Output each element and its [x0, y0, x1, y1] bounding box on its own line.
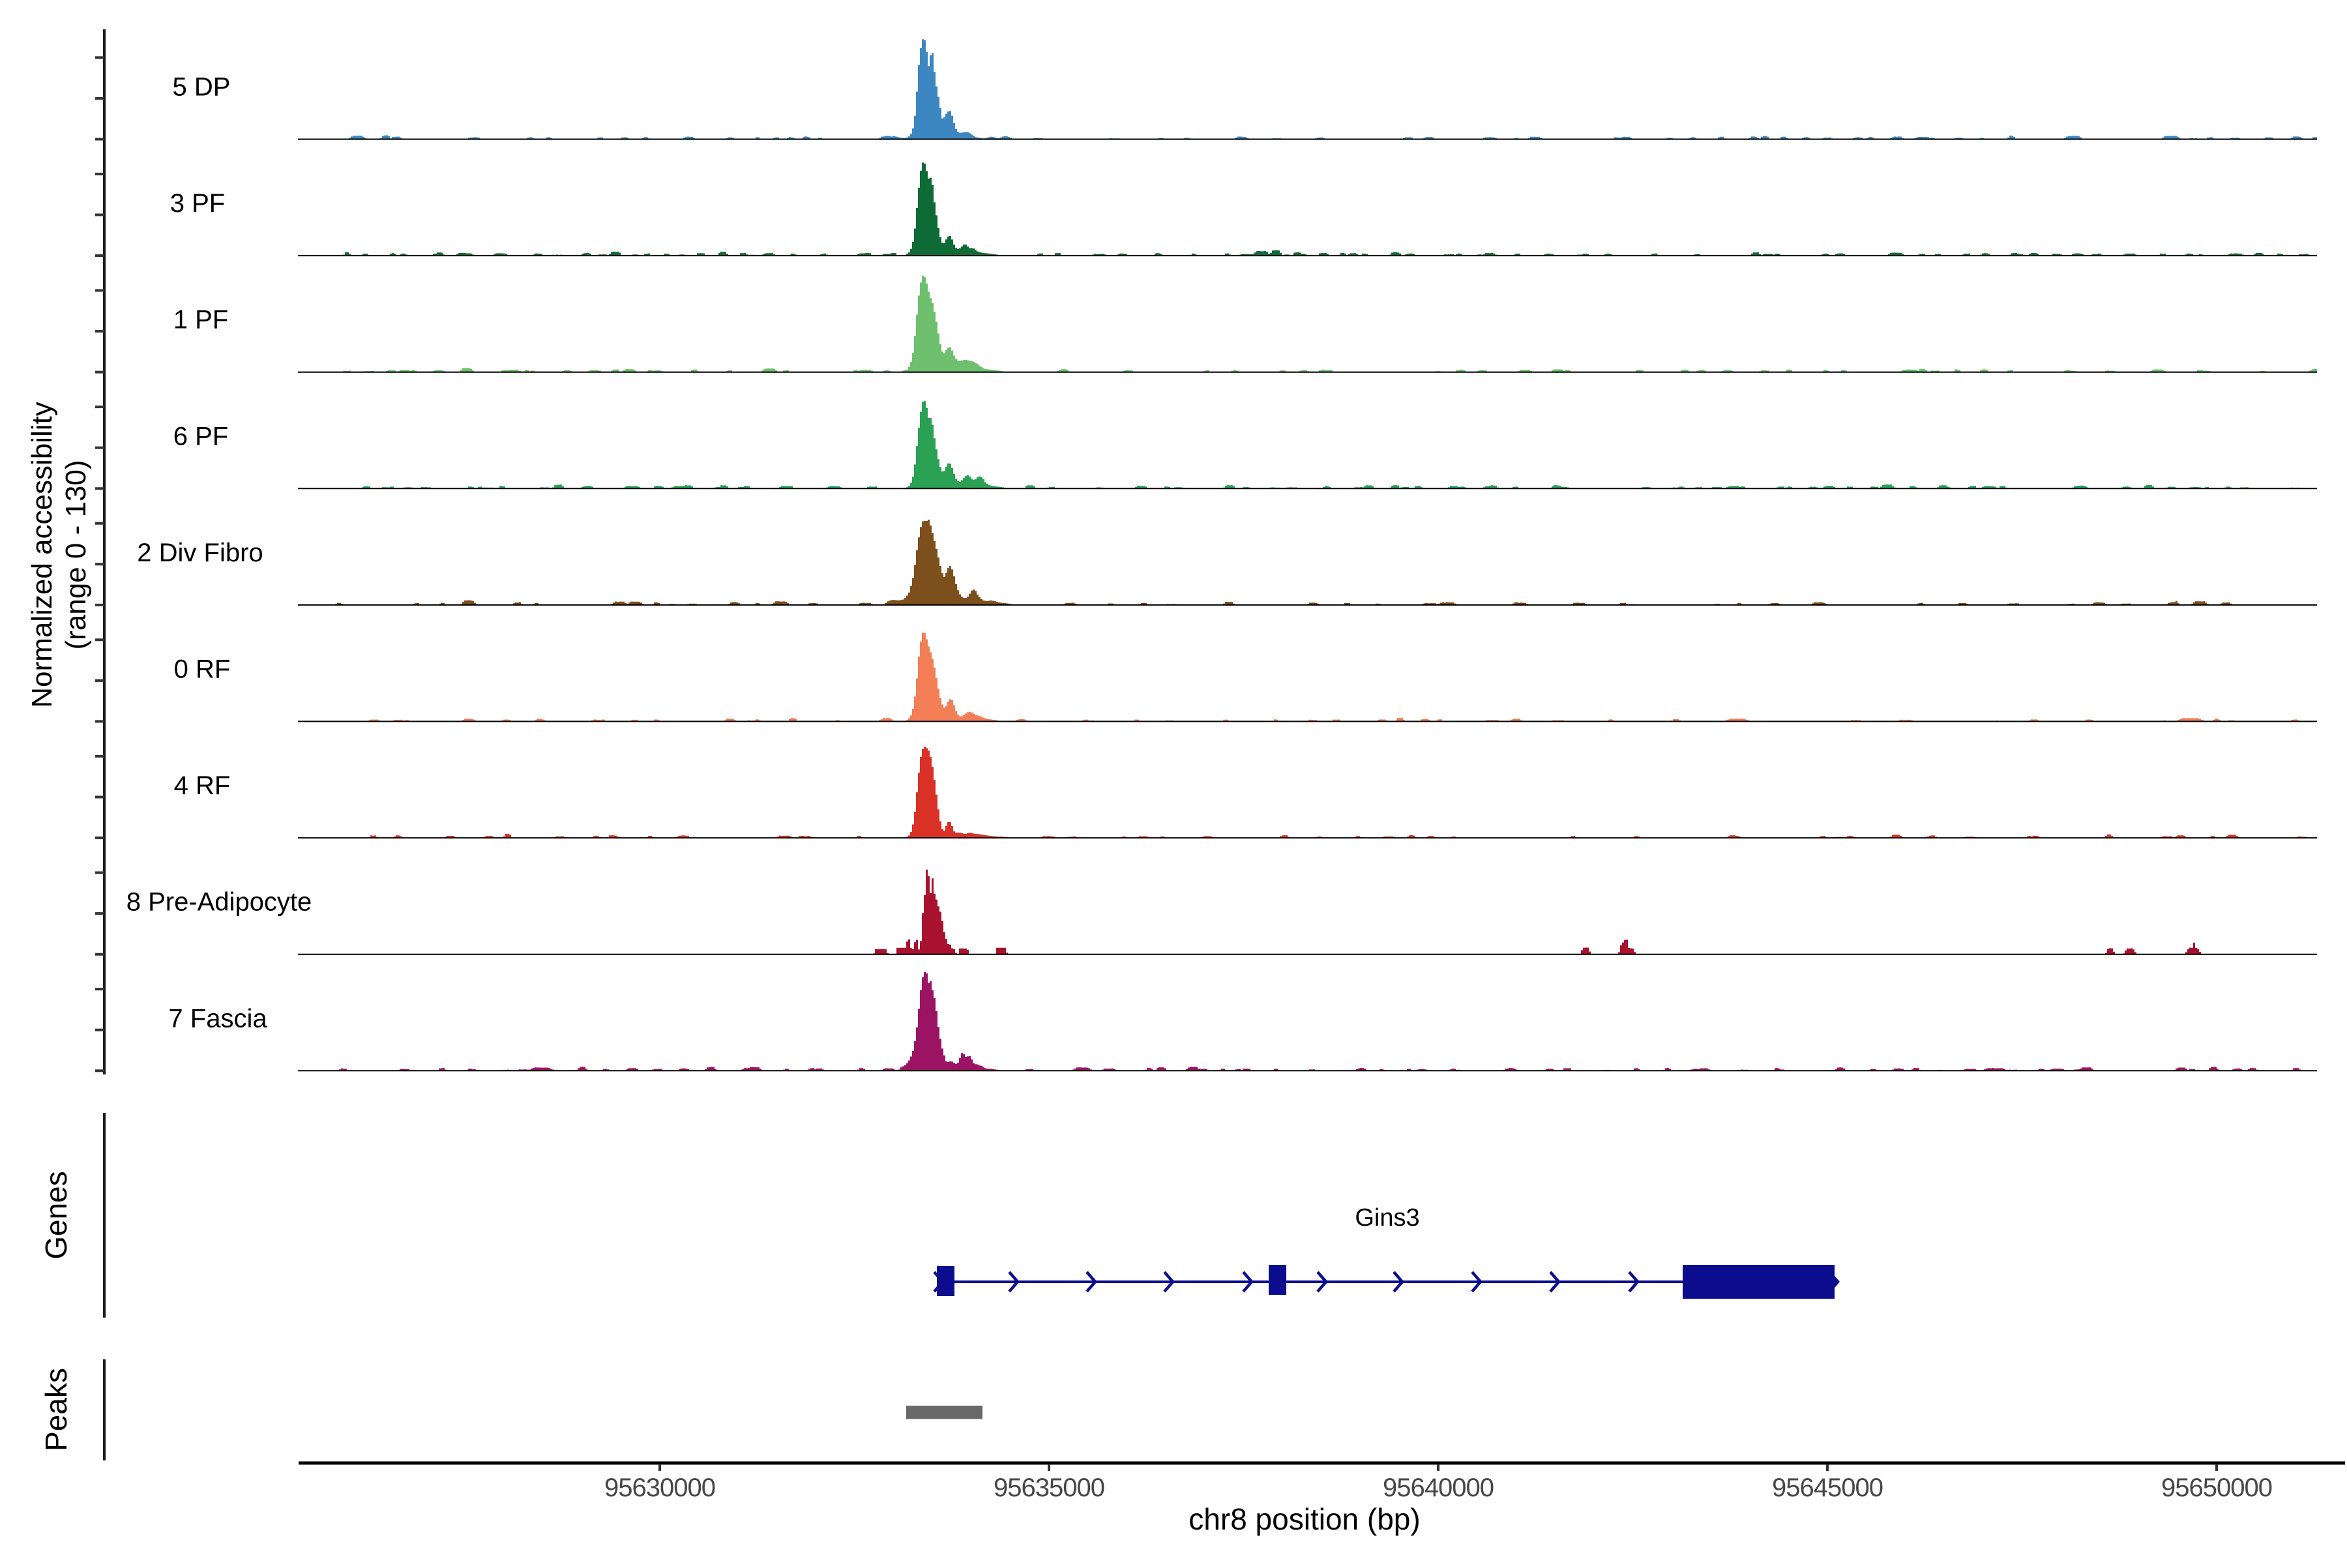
- svg-text:95645000: 95645000: [1772, 1473, 1883, 1502]
- svg-text:3 PF: 3 PF: [170, 189, 225, 218]
- svg-text:95650000: 95650000: [2161, 1473, 2272, 1502]
- svg-text:95635000: 95635000: [994, 1473, 1104, 1502]
- svg-text:1 PF: 1 PF: [173, 306, 228, 334]
- svg-text:7 Fascia: 7 Fascia: [168, 1004, 267, 1033]
- svg-text:95640000: 95640000: [1383, 1473, 1494, 1502]
- svg-text:8 Pre-Adipocyte: 8 Pre-Adipocyte: [126, 888, 312, 917]
- svg-text:0 RF: 0 RF: [174, 655, 231, 684]
- svg-text:95630000: 95630000: [604, 1473, 715, 1502]
- svg-text:Normalized accessibility: Normalized accessibility: [26, 402, 58, 707]
- svg-text:2 Div Fibro: 2 Div Fibro: [137, 539, 263, 567]
- svg-text:Genes: Genes: [39, 1171, 73, 1260]
- svg-text:Gins3: Gins3: [1355, 1204, 1419, 1232]
- svg-text:6 PF: 6 PF: [173, 422, 228, 451]
- svg-text:4 RF: 4 RF: [174, 771, 231, 800]
- svg-text:(range 0 - 130): (range 0 - 130): [60, 460, 92, 649]
- svg-text:5 DP: 5 DP: [173, 73, 231, 102]
- svg-text:Peaks: Peaks: [39, 1368, 73, 1451]
- svg-text:chr8 position (bp): chr8 position (bp): [1188, 1502, 1420, 1536]
